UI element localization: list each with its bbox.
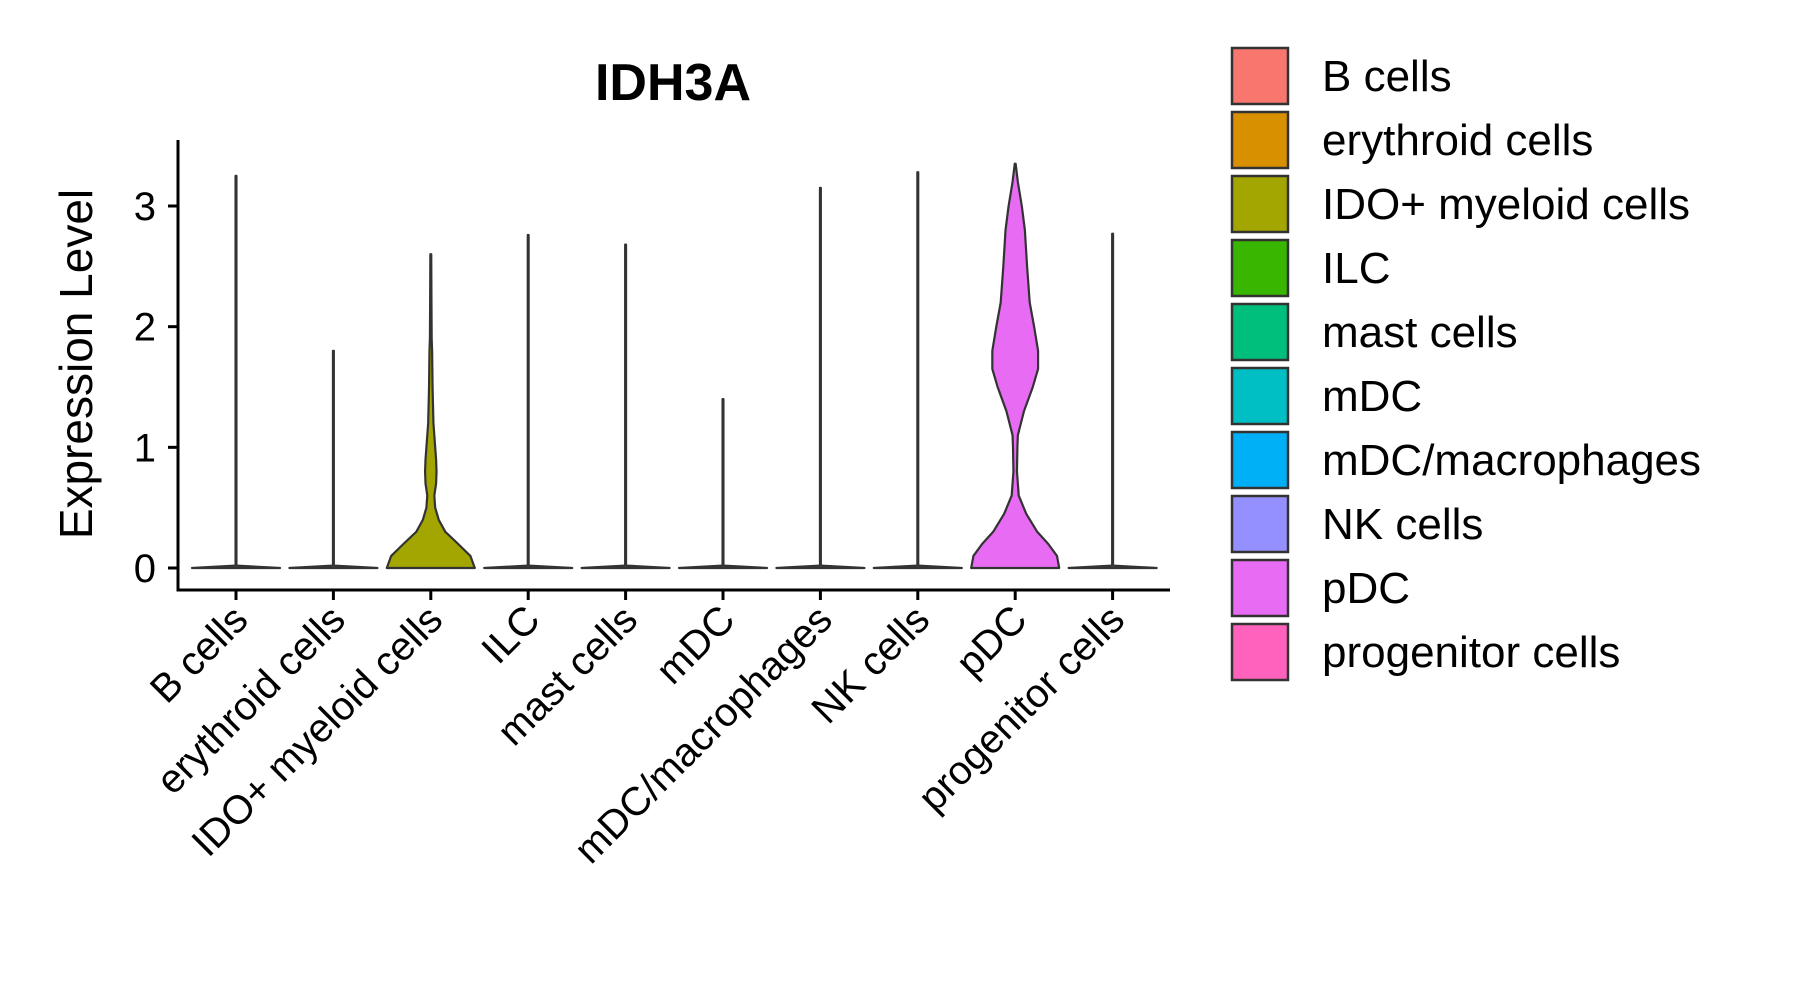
x-tick-label: ILC bbox=[473, 597, 548, 672]
legend-swatch bbox=[1230, 494, 1290, 554]
violin-nk-cells bbox=[872, 171, 963, 570]
legend-swatch bbox=[1230, 110, 1290, 170]
legend-label: B cells bbox=[1322, 52, 1452, 101]
legend-swatch bbox=[1230, 622, 1290, 682]
legend-label: mDC bbox=[1322, 372, 1422, 421]
violin-mdc-macrophages bbox=[775, 186, 866, 570]
legend-label: mast cells bbox=[1322, 308, 1518, 357]
violin-erythroid-cells bbox=[288, 349, 379, 570]
y-axis-title-group: Expression Level bbox=[50, 189, 102, 539]
legend-label: progenitor cells bbox=[1322, 628, 1620, 677]
violins bbox=[190, 162, 1158, 570]
violin-mdc bbox=[677, 397, 769, 570]
x-tick-label: pDC bbox=[948, 597, 1036, 685]
legend-label: mDC/macrophages bbox=[1322, 436, 1701, 485]
legend-swatch bbox=[1230, 174, 1290, 234]
y-tick-label: 3 bbox=[134, 185, 156, 229]
violin-mast-cells bbox=[580, 243, 671, 570]
legend-swatch bbox=[1230, 366, 1290, 426]
violin-progenitor-cells bbox=[1067, 232, 1158, 570]
legend-swatch bbox=[1230, 46, 1290, 106]
legend-label: ILC bbox=[1322, 244, 1390, 293]
y-axis-title: Expression Level bbox=[50, 189, 102, 539]
legend: B cells erythroid cells IDO+ myeloid cells… bbox=[1230, 46, 1701, 682]
legend-label: NK cells bbox=[1322, 500, 1483, 549]
legend-label: erythroid cells bbox=[1322, 116, 1593, 165]
violin-b-cells bbox=[190, 174, 282, 570]
chart-title: IDH3A bbox=[595, 54, 751, 112]
violin-ilc bbox=[483, 233, 574, 570]
legend-swatch bbox=[1230, 238, 1290, 298]
violin-pdc bbox=[970, 162, 1061, 570]
y-tick-label: 0 bbox=[134, 547, 156, 591]
y-tick-label: 2 bbox=[134, 306, 156, 350]
legend-swatch bbox=[1230, 302, 1290, 362]
legend-swatch bbox=[1230, 558, 1290, 618]
legend-swatch bbox=[1230, 430, 1290, 490]
y-tick-label: 1 bbox=[134, 426, 156, 470]
violin-ido-myeloid-cells bbox=[385, 253, 476, 570]
legend-label: pDC bbox=[1322, 564, 1410, 613]
legend-label: IDO+ myeloid cells bbox=[1322, 180, 1690, 229]
